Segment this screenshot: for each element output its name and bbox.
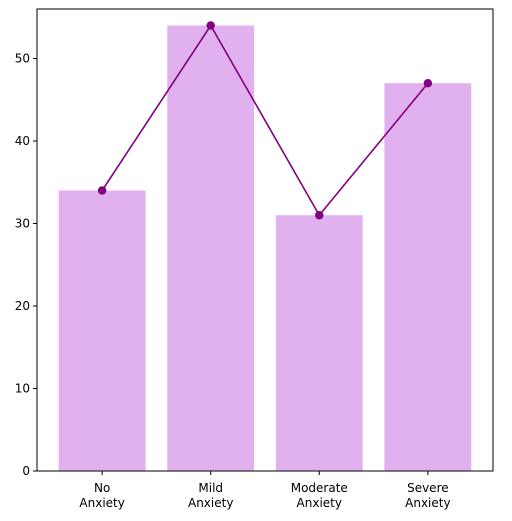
y-tick-label-4: 40 [15, 134, 30, 148]
x-tick-label-line: Anxiety [188, 496, 233, 510]
y-tick-label-2: 20 [15, 299, 30, 313]
line-point-2 [315, 211, 324, 220]
x-tick-label-0: No Anxiety [79, 481, 124, 510]
bar-3 [384, 83, 472, 471]
series-line [101, 23, 429, 217]
y-tick-label-5: 50 [15, 52, 30, 66]
line-layer [97, 21, 433, 220]
y-tick-label-0: 0 [22, 464, 30, 478]
x-tick-label-line: Mild [198, 481, 223, 495]
x-tick-label-1: Mild Anxiety [188, 481, 233, 510]
x-tick-label-line: No [94, 481, 110, 495]
x-tick-label-line: Anxiety [79, 496, 124, 510]
bar-1 [167, 25, 255, 471]
x-tick-label-3: Severe Anxiety [405, 481, 450, 510]
bar-0 [58, 190, 146, 471]
y-tick-label-1: 10 [15, 382, 30, 396]
x-tick-label-line: Anxiety [405, 496, 450, 510]
line-point-1 [206, 21, 215, 30]
y-tick-label-3: 30 [15, 217, 30, 231]
x-tick-label-line: Severe [407, 481, 449, 495]
line-point-3 [423, 79, 433, 88]
bars-layer [58, 25, 472, 471]
bar-2 [275, 215, 363, 471]
plot-frame [36, 8, 494, 472]
x-tick-label-2: Moderate Anxiety [291, 481, 348, 510]
x-tick-label-line: Moderate [291, 481, 348, 495]
line-point-0 [97, 186, 107, 195]
axes-layer [33, 8, 494, 475]
x-tick-label-line: Anxiety [297, 496, 342, 510]
